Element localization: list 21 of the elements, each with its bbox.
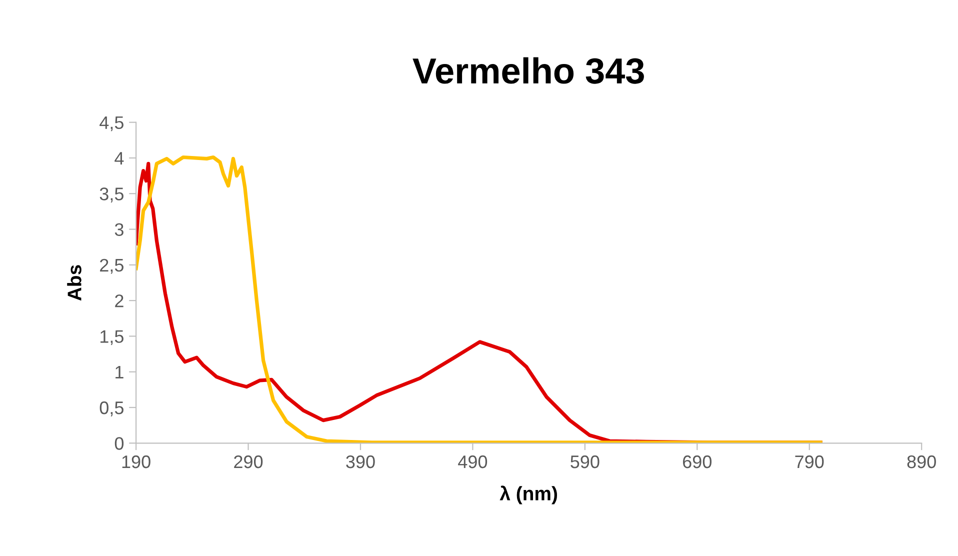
x-tick-label: 190 <box>122 455 150 468</box>
y-tick-label: 0,5 <box>100 401 124 416</box>
x-tick-label: 690 <box>683 455 712 468</box>
x-tick-label: 290 <box>234 455 263 468</box>
x-tick-label: 490 <box>458 455 488 468</box>
y-tick-label: 1 <box>116 366 124 378</box>
y-tick-label: 0 <box>114 437 124 450</box>
x-tick-label: 890 <box>907 455 936 468</box>
y-tick-label: 2 <box>115 294 124 308</box>
x-tick-label: 390 <box>346 455 375 468</box>
x-tick-label: 790 <box>795 455 824 468</box>
x-tick-label: 590 <box>570 455 600 468</box>
y-tick-label: 1,5 <box>100 330 124 346</box>
y-tick-label: 4 <box>114 152 124 165</box>
x-axis-title: λ (nm) <box>500 486 558 504</box>
y-tick-label: 2,5 <box>100 258 124 274</box>
y-tick-label: 3 <box>114 223 124 236</box>
y-tick-label: 4,5 <box>100 116 124 132</box>
chart-title: Vermelho 343 <box>412 57 644 84</box>
y-axis-title: Abs <box>67 265 82 301</box>
y-tick-label: 3,5 <box>100 188 124 202</box>
